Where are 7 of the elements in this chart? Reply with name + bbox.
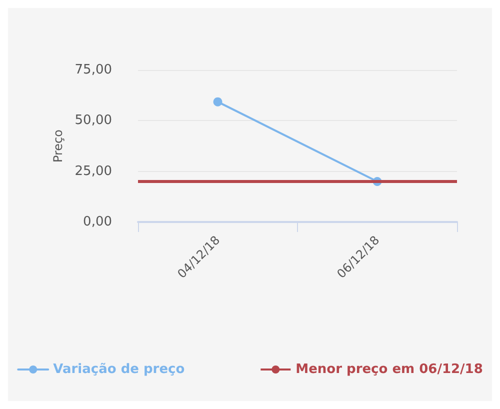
y-axis-title: Preço bbox=[50, 129, 65, 163]
y-tick-label: 25,00 bbox=[74, 164, 112, 179]
y-tick-label: 0,00 bbox=[83, 214, 112, 230]
legend-label: Menor preço em 06/12/18 bbox=[296, 362, 483, 377]
y-tick-label: 50,00 bbox=[74, 113, 112, 128]
y-tick-label: 75,00 bbox=[74, 62, 112, 78]
legend-label: Variação de preço bbox=[53, 362, 185, 377]
